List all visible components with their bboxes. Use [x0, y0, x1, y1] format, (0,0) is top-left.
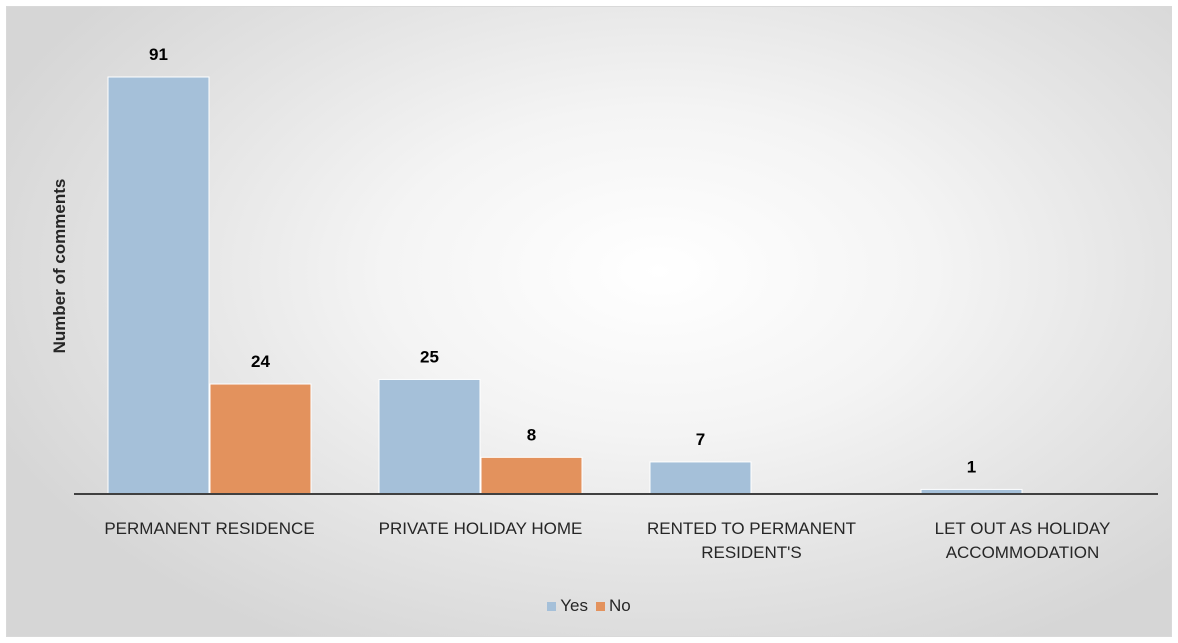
- data-label-yes-permanent-residence: 91: [149, 45, 168, 64]
- category-label-private-holiday-home: PRIVATE HOLIDAY HOME: [379, 519, 583, 538]
- bar-no-private-holiday-home: [480, 456, 583, 495]
- category-label-let-out-as-holiday-accommodation: LET OUT AS HOLIDAY ACCOMMODATION: [935, 519, 1111, 562]
- legend-label-yes: Yes: [560, 596, 588, 615]
- bar-yes-rented-to-permanent-resident-s: [649, 461, 752, 495]
- bar-yes-private-holiday-home: [378, 378, 481, 495]
- legend: Yes No: [7, 596, 1171, 616]
- data-label-no-private-holiday-home: 8: [527, 425, 536, 444]
- legend-swatch-no: [596, 601, 605, 611]
- chart-area: 91 24 25 8 7 1 PERMANENT RESIDENCE PRIVATE HOL…: [6, 6, 1172, 637]
- data-label-yes-private-holiday-home: 25: [420, 347, 439, 366]
- legend-item-yes: Yes: [547, 596, 588, 616]
- data-label-yes-let-out-as-holiday-accommodation: 1: [967, 457, 976, 476]
- bar-chart: 91 24 25 8 7 1 PERMANENT RESIDENCE PRIVATE HOL…: [50, 45, 1158, 562]
- data-label-no-permanent-residence: 24: [251, 352, 270, 371]
- value-labels-layer: 91 24 25 8 7 1: [149, 45, 976, 476]
- category-label-rented-to-permanent-resident-s: RENTED TO PERMANENT RESIDENT'S: [647, 519, 856, 562]
- bar-yes-permanent-residence: [107, 76, 210, 495]
- bar-no-permanent-residence: [209, 383, 312, 495]
- y-axis-title: Number of comments: [50, 179, 69, 354]
- data-label-yes-rented-to-permanent-resident-s: 7: [696, 430, 705, 449]
- category-label-permanent-residence: PERMANENT RESIDENCE: [104, 519, 314, 538]
- legend-item-no: No: [596, 596, 631, 616]
- bars-layer: [107, 76, 1023, 495]
- category-labels-layer: PERMANENT RESIDENCE PRIVATE HOLIDAY HOME R…: [104, 519, 1110, 562]
- legend-swatch-yes: [547, 601, 557, 611]
- legend-label-no: No: [609, 596, 631, 615]
